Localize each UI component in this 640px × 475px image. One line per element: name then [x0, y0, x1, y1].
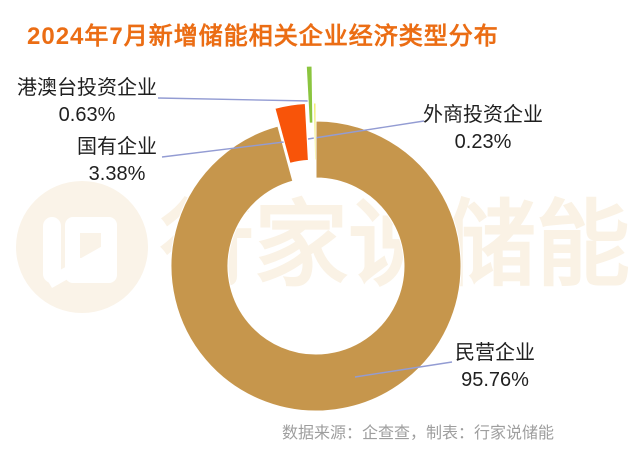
slice-label-foreign-invested: 外商投资企业 0.23%: [423, 102, 543, 156]
leader-line-3: [354, 361, 453, 378]
slice-label-value: 0.23%: [454, 131, 512, 153]
slice-label-value: 3.38%: [88, 163, 146, 185]
leader-line-0: [157, 97, 311, 102]
slice-label-name: 国有企业: [77, 136, 157, 158]
source-note: 数据来源：企查查，制表：行家说储能: [282, 425, 555, 442]
donut-slice-1: [274, 102, 309, 164]
leader-line-1: [161, 140, 293, 158]
donut-slice-0: [170, 120, 462, 412]
chart-title: 2024年7月新增储能相关企业经济类型分布: [27, 23, 499, 50]
slice-label-state-owned: 国有企业 3.38%: [77, 134, 157, 188]
leader-line-2: [307, 120, 425, 140]
slice-label-name: 港澳台投资企业: [17, 77, 157, 99]
slice-label-name: 外商投资企业: [423, 104, 543, 126]
slice-label-hmt-invested: 港澳台投资企业 0.63%: [17, 75, 157, 129]
slice-label-name: 民营企业: [455, 342, 535, 364]
slice-label-value: 95.76%: [461, 369, 529, 391]
slice-label-value: 0.63%: [58, 104, 116, 126]
donut-slice-3: [313, 102, 317, 161]
slice-label-private: 民营企业 95.76%: [455, 340, 535, 394]
donut-slice-2: [305, 65, 314, 124]
